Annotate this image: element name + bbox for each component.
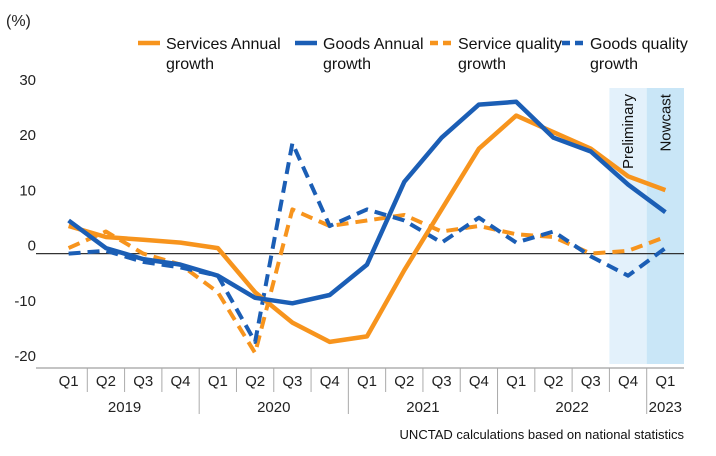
band-label-nowcast: Nowcast	[657, 93, 674, 151]
x-tick-label: Q4	[320, 373, 340, 390]
band-nowcast	[646, 88, 684, 364]
unit-label: (%)	[6, 13, 31, 30]
year-label-2020: 2020	[257, 399, 290, 416]
x-axis: Q1 Q2 Q3 Q4 Q1 Q2 Q3 Q4 Q1 Q2 Q3 Q4 Q1 Q2 Q3 Q4 Q1 2019 20…	[36, 367, 684, 416]
year-label-2021: 2021	[406, 399, 439, 416]
x-tick-label: Q2	[394, 373, 414, 390]
x-tick-label: Q4	[618, 373, 638, 390]
x-tick-label: Q1	[357, 373, 377, 390]
x-tick-label: Q1	[59, 373, 79, 390]
x-tick-label: Q3	[282, 373, 302, 390]
source-note: UNCTAD calculations based on national st…	[400, 427, 685, 442]
series-lines	[67, 99, 667, 355]
y-axis: -20 -10 0 10 20 30	[14, 72, 36, 365]
series-line-service-quality-growth	[67, 207, 667, 355]
year-label-2022: 2022	[555, 399, 588, 416]
x-tick-label: Q2	[96, 373, 116, 390]
legend-label-goods-annual-growth: Goods Annual growth	[323, 36, 424, 73]
x-tick-label: Q1	[208, 373, 228, 390]
legend-label-services-annual-growth: Services Annual growth	[166, 36, 281, 73]
highlight-bands: Preliminary Nowcast	[609, 88, 684, 364]
legend-label-goods-quality-growth: Goods quality growth	[590, 36, 688, 73]
x-tick-label: Q2	[245, 373, 265, 390]
year-label-2023: 2023	[649, 399, 682, 416]
x-tick-label: Q2	[543, 373, 563, 390]
y-tick-label: 20	[19, 127, 36, 144]
x-tick-label: Q3	[581, 373, 601, 390]
x-tick-label: Q4	[171, 373, 191, 390]
band-preliminary	[609, 88, 647, 364]
y-tick-label: 0	[28, 238, 36, 255]
y-tick-label: -20	[14, 348, 36, 365]
year-label-2019: 2019	[108, 399, 141, 416]
series-line-services-annual-growth	[67, 113, 667, 345]
x-tick-label: Q4	[469, 373, 489, 390]
y-tick-label: -10	[14, 293, 36, 310]
series-line-goods-quality-growth	[68, 141, 667, 344]
band-label-preliminary: Preliminary	[620, 94, 637, 170]
x-tick-label: Q1	[655, 373, 675, 390]
series-line-goods-annual-growth	[67, 99, 667, 306]
legend: Services Annual growth Goods Annual growth S…	[138, 36, 688, 73]
y-tick-label: 30	[19, 72, 36, 89]
x-tick-label: Q3	[133, 373, 153, 390]
y-tick-label: 10	[19, 182, 36, 199]
legend-label-service-quality-growth: Service quality growth	[458, 36, 562, 73]
x-tick-label: Q3	[432, 373, 452, 390]
x-tick-label: Q1	[506, 373, 526, 390]
